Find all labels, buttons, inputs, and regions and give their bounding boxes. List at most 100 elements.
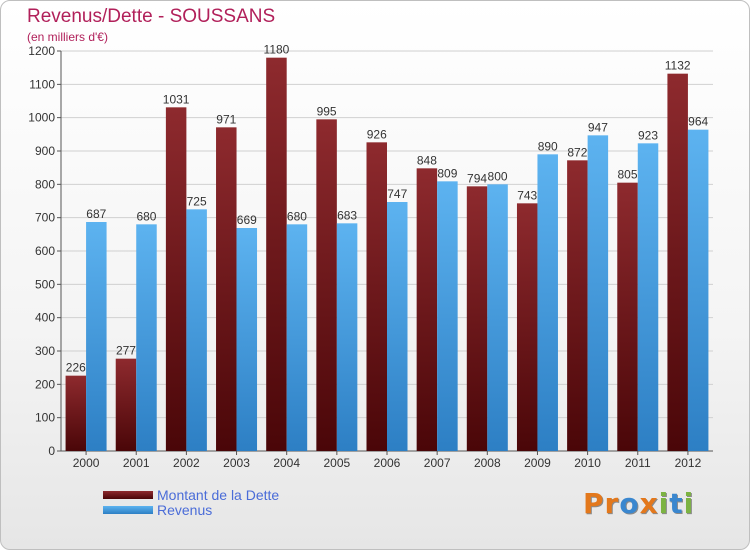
bar-revenus — [537, 154, 558, 452]
legend-item-revenus: Revenus — [103, 501, 279, 518]
bar-debt — [216, 127, 237, 451]
bar-revenus — [487, 184, 508, 452]
bar-revenus — [437, 181, 458, 452]
logo-letter: o — [619, 487, 640, 520]
data-label-revenus: 890 — [538, 139, 558, 153]
bar-debt — [466, 186, 488, 452]
x-tick-label: 2004 — [273, 456, 300, 470]
data-label-revenus: 687 — [86, 207, 106, 221]
data-label-revenus: 947 — [588, 120, 608, 134]
bar-revenus — [186, 209, 207, 451]
data-label-debt: 277 — [116, 344, 136, 358]
x-tick-label: 2010 — [574, 456, 601, 470]
data-label-revenus: 669 — [237, 213, 257, 227]
bars — [65, 57, 709, 452]
data-label-revenus: 680 — [136, 209, 156, 223]
bar-debt — [165, 107, 187, 451]
x-tick-label: 2002 — [173, 456, 200, 470]
bar-revenus — [86, 222, 107, 451]
data-label-debt: 848 — [417, 153, 437, 167]
y-tick-label: 300 — [35, 344, 55, 358]
y-tick-label: 0 — [48, 444, 55, 458]
data-label-debt: 743 — [517, 188, 537, 202]
bar-debt — [516, 203, 538, 451]
x-tick-label: 2005 — [323, 456, 350, 470]
bar-revenus — [136, 224, 157, 451]
chart-title: Revenus/Dette - SOUSSANS — [27, 6, 276, 27]
data-label-revenus: 964 — [688, 115, 708, 129]
y-tick-label: 800 — [35, 177, 55, 191]
y-tick-label: 1100 — [29, 77, 55, 91]
y-tick-label: 700 — [35, 211, 55, 225]
data-label-revenus: 683 — [337, 208, 357, 222]
data-label-revenus: 800 — [488, 169, 508, 183]
chart-subtitle: (en milliers d'€) — [27, 30, 108, 44]
data-label-revenus: 680 — [287, 209, 307, 223]
logo-letter: x — [639, 487, 659, 520]
data-label-debt: 1031 — [163, 92, 190, 106]
y-tick-label: 200 — [35, 377, 55, 391]
bar-revenus — [587, 135, 609, 452]
bar-revenus — [387, 202, 408, 451]
bar-debt — [617, 182, 638, 451]
legend-swatch-revenus — [103, 505, 153, 514]
data-label-debt: 794 — [467, 171, 487, 185]
logo-letter: P — [583, 487, 605, 520]
y-tick-label: 900 — [35, 144, 55, 158]
data-label-revenus: 923 — [638, 128, 658, 142]
y-tick-label: 1200 — [28, 44, 55, 58]
bar-debt — [65, 375, 87, 451]
data-label-revenus: 747 — [387, 187, 407, 201]
bar-debt — [115, 358, 137, 451]
logo-letter: r — [604, 487, 620, 520]
data-label-revenus: 809 — [437, 166, 457, 180]
legend-item-debt: Montant de la Dette — [103, 486, 280, 503]
bar-revenus — [236, 228, 258, 451]
legend-swatch-debt — [103, 490, 153, 499]
x-tick-label: 2011 — [625, 456, 651, 470]
legend: Montant de la Dette Revenus — [103, 486, 280, 518]
x-tick-label: 2001 — [123, 456, 150, 470]
x-tick-label: 2012 — [675, 456, 702, 470]
bar-revenus — [637, 143, 659, 452]
x-tick-label: 2009 — [524, 456, 551, 470]
x-tick-label: 2008 — [474, 456, 501, 470]
data-label-debt: 995 — [317, 104, 337, 118]
y-tick-label: 100 — [35, 411, 55, 425]
proxiti-logo: Proxiti — [583, 487, 694, 520]
logo-letter: t — [669, 487, 684, 520]
axes: 0 100 200 300 400 500 600 700 800 900 1000 1100 1200… — [28, 44, 713, 470]
data-label-debt: 971 — [216, 112, 236, 126]
data-label-debt: 926 — [367, 127, 387, 141]
bar-revenus — [687, 129, 709, 451]
y-tick-label: 500 — [35, 277, 55, 291]
bar-revenus — [336, 223, 358, 451]
bar-debt — [366, 142, 387, 452]
y-tick-label: 1000 — [28, 111, 55, 125]
data-label-debt: 805 — [618, 168, 638, 182]
bar-debt — [266, 57, 287, 452]
data-label-debt: 1132 — [665, 59, 691, 73]
data-label-revenus: 725 — [187, 194, 207, 208]
data-label-debt: 226 — [66, 361, 86, 375]
x-tick-label: 2003 — [223, 456, 250, 470]
y-tick-label: 600 — [35, 244, 55, 258]
bar-debt — [567, 160, 588, 452]
logo-letter: i — [683, 487, 695, 520]
legend-label-debt: Montant de la Dette — [157, 486, 280, 503]
bar-debt — [667, 73, 688, 452]
x-tick-label: 2000 — [73, 456, 100, 470]
data-label-debt: 1180 — [264, 43, 290, 57]
data-labels: 226 687 277 680 1031 725 971 669 1180 680 995 683 92… — [66, 43, 709, 375]
bar-debt — [416, 168, 438, 452]
data-label-debt: 872 — [567, 145, 587, 159]
x-tick-label: 2007 — [424, 456, 451, 470]
legend-label-revenus: Revenus — [157, 501, 213, 518]
bar-revenus — [286, 224, 308, 451]
bar-debt — [316, 119, 337, 451]
x-tick-label: 2006 — [374, 456, 401, 470]
y-tick-label: 400 — [35, 311, 55, 325]
logo-letter: i — [658, 487, 670, 520]
